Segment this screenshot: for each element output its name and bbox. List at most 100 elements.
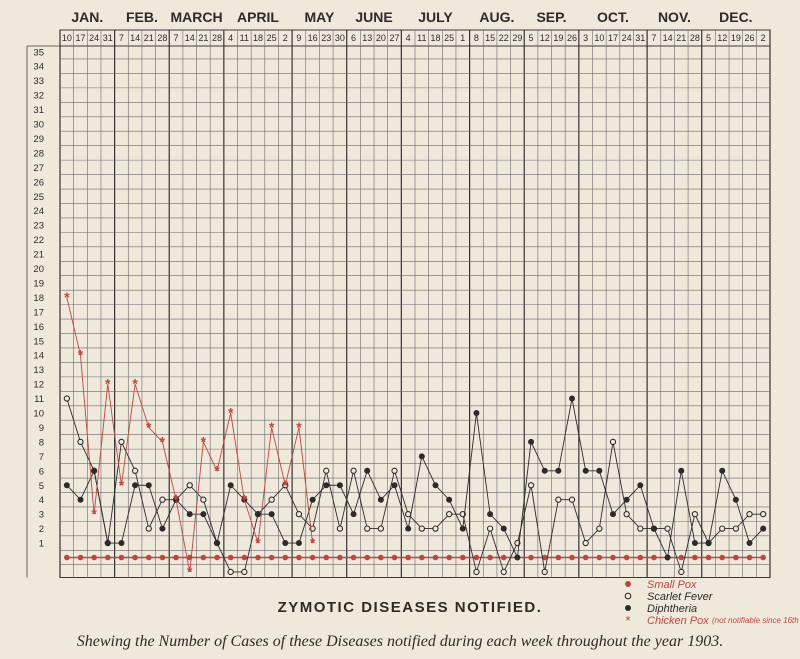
small-pox-point <box>309 554 316 561</box>
diphtheria-point <box>732 496 739 503</box>
scarlet-fever-point <box>678 568 685 576</box>
scarlet-fever-point <box>131 467 139 474</box>
diphtheria-point <box>582 467 589 474</box>
diphtheria-point <box>405 525 412 532</box>
scarlet-fever-point <box>268 496 275 503</box>
week-label: 28 <box>212 33 222 43</box>
y-tick-label: 21 <box>33 250 44 261</box>
small-pox-point <box>733 554 739 561</box>
small-pox-point <box>64 554 70 561</box>
month-label: OCT. <box>597 9 629 25</box>
small-pox-point <box>692 554 698 561</box>
small-pox-point <box>487 554 493 561</box>
scarlet-fever-point <box>568 496 576 503</box>
small-pox-point <box>337 554 343 561</box>
week-label: 25 <box>267 33 277 43</box>
diphtheria-point <box>609 511 616 518</box>
week-label: 17 <box>608 33 618 43</box>
diphtheria-point <box>623 496 630 503</box>
week-label: 17 <box>75 33 85 43</box>
week-label: 19 <box>731 33 741 43</box>
diphtheria-point <box>719 467 726 474</box>
diphtheria-point <box>323 482 330 489</box>
y-tick-label: 30 <box>33 120 44 131</box>
scarlet-fever-point <box>323 467 330 474</box>
legend-scarlet-fever-marker <box>624 592 632 600</box>
diphtheria-point <box>459 525 466 532</box>
scarlet-fever-point <box>77 438 84 446</box>
small-pox-point <box>719 554 726 561</box>
scarlet-fever-point <box>295 511 303 518</box>
scarlet-fever-point <box>377 525 385 532</box>
week-label: 21 <box>144 33 154 43</box>
small-pox-point <box>350 554 357 561</box>
week-label: 16 <box>308 33 318 43</box>
diphtheria-point <box>418 453 425 460</box>
scarlet-fever-point <box>473 568 480 576</box>
diphtheria-point <box>227 482 234 489</box>
small-pox-point <box>132 554 138 561</box>
week-label: 2 <box>283 33 288 43</box>
scarlet-fever-point <box>500 568 507 576</box>
month-label: SEP. <box>536 9 566 25</box>
month-label: MAY <box>305 9 335 25</box>
week-label: 10 <box>62 33 72 43</box>
scarlet-fever-point <box>364 525 371 532</box>
diphtheria-point <box>746 540 753 547</box>
y-tick-label: 5 <box>39 481 44 492</box>
scarlet-fever-point <box>145 525 152 532</box>
chicken-pox-point: * <box>310 535 316 551</box>
chicken-pox-point: * <box>187 563 193 579</box>
scarlet-fever-point <box>596 525 603 532</box>
small-pox-point <box>432 554 439 561</box>
series-layer: * * * * * * * * * * * * * * * * * * * <box>63 289 767 579</box>
y-tick-label: 32 <box>33 91 44 102</box>
y-tick-label: 14 <box>33 351 44 362</box>
scarlet-fever-point <box>159 496 166 503</box>
week-label: 7 <box>119 33 124 43</box>
small-pox-point <box>159 554 166 561</box>
small-pox-point <box>227 554 234 561</box>
small-pox-point <box>610 554 616 561</box>
diphtheria-point <box>295 540 302 547</box>
scarlet-fever-point <box>760 511 767 518</box>
week-label: 27 <box>390 33 400 43</box>
diphtheria-point <box>391 482 398 489</box>
diphtheria-point <box>487 511 494 518</box>
week-label: 15 <box>485 33 495 43</box>
legend-scarlet-fever-label: Scarlet Fever <box>647 591 714 603</box>
legend-diphtheria: Diphtheria <box>625 603 697 615</box>
month-label: NOV. <box>658 9 691 25</box>
diphtheria-point <box>282 540 289 547</box>
week-label: 20 <box>376 33 386 43</box>
small-pox-point <box>651 554 657 561</box>
small-pox-point <box>391 554 398 561</box>
scarlet-fever-point <box>350 467 357 474</box>
week-label: 21 <box>198 33 208 43</box>
week-label: 11 <box>417 33 426 43</box>
small-pox-point <box>323 554 330 561</box>
y-tick-label: 7 <box>39 452 44 463</box>
legend: Small Pox Scarlet Fever Diphtheria * Chi… <box>624 579 800 628</box>
legend-chicken-pox-label: Chicken Pox <box>647 615 709 627</box>
week-label: 10 <box>594 33 604 43</box>
small-pox-point <box>200 554 207 561</box>
y-tick-label: 18 <box>33 293 44 304</box>
week-label: 13 <box>362 33 372 43</box>
scarlet-fever-point <box>405 511 412 518</box>
week-label: 6 <box>351 33 356 43</box>
week-label: 7 <box>174 33 179 43</box>
diphtheria-point <box>159 525 166 532</box>
chicken-pox-point: * <box>255 535 261 551</box>
chicken-pox-point: * <box>91 506 97 522</box>
diphtheria-point <box>664 554 671 561</box>
y-tick-label: 16 <box>33 322 44 333</box>
y-tick-label: 31 <box>33 105 44 116</box>
week-label: 12 <box>540 33 550 43</box>
scarlet-fever-point <box>527 482 535 489</box>
small-pox-point <box>528 554 534 561</box>
small-pox-point <box>555 554 562 561</box>
week-label: 21 <box>676 33 686 43</box>
legend-small-pox-marker <box>625 581 631 587</box>
